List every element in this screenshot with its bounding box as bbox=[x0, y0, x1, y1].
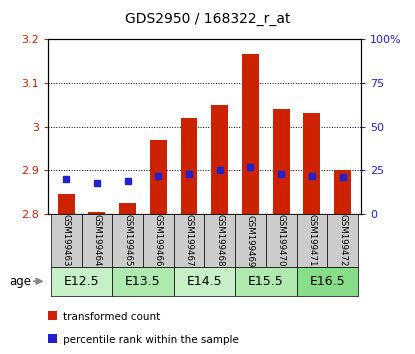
Bar bbox=[297, 267, 358, 296]
Text: E13.5: E13.5 bbox=[125, 275, 161, 288]
Bar bbox=[143, 214, 173, 267]
Text: E14.5: E14.5 bbox=[187, 275, 222, 288]
Bar bbox=[51, 214, 81, 267]
Text: age: age bbox=[9, 275, 31, 288]
Bar bbox=[119, 203, 136, 214]
Text: GSM199464: GSM199464 bbox=[93, 215, 101, 267]
Text: GSM199469: GSM199469 bbox=[246, 215, 255, 267]
Bar bbox=[173, 214, 205, 267]
Text: E12.5: E12.5 bbox=[63, 275, 99, 288]
Bar bbox=[81, 214, 112, 267]
Bar bbox=[334, 170, 351, 214]
Bar bbox=[173, 267, 235, 296]
Text: GSM199468: GSM199468 bbox=[215, 215, 224, 267]
Bar bbox=[58, 194, 75, 214]
Bar bbox=[88, 212, 105, 214]
Text: GSM199467: GSM199467 bbox=[185, 215, 193, 267]
Bar bbox=[112, 214, 143, 267]
Text: E15.5: E15.5 bbox=[248, 275, 284, 288]
Bar bbox=[303, 113, 320, 214]
Text: percentile rank within the sample: percentile rank within the sample bbox=[63, 335, 239, 345]
Text: GSM199465: GSM199465 bbox=[123, 215, 132, 267]
Text: GSM199470: GSM199470 bbox=[277, 215, 286, 267]
Text: GDS2950 / 168322_r_at: GDS2950 / 168322_r_at bbox=[125, 12, 290, 27]
Bar bbox=[273, 109, 290, 214]
Bar bbox=[235, 214, 266, 267]
Bar bbox=[242, 54, 259, 214]
Text: GSM199463: GSM199463 bbox=[62, 215, 71, 267]
Bar bbox=[181, 118, 198, 214]
Text: GSM199466: GSM199466 bbox=[154, 215, 163, 267]
Text: GSM199471: GSM199471 bbox=[308, 215, 316, 267]
Bar bbox=[327, 214, 358, 267]
Bar bbox=[51, 267, 112, 296]
Bar bbox=[235, 267, 297, 296]
Text: GSM199472: GSM199472 bbox=[338, 215, 347, 267]
Text: transformed count: transformed count bbox=[63, 312, 160, 322]
Bar bbox=[211, 105, 228, 214]
Bar bbox=[297, 214, 327, 267]
Bar bbox=[150, 140, 167, 214]
Text: E16.5: E16.5 bbox=[310, 275, 345, 288]
Bar bbox=[112, 267, 173, 296]
Bar bbox=[266, 214, 297, 267]
Bar bbox=[205, 214, 235, 267]
